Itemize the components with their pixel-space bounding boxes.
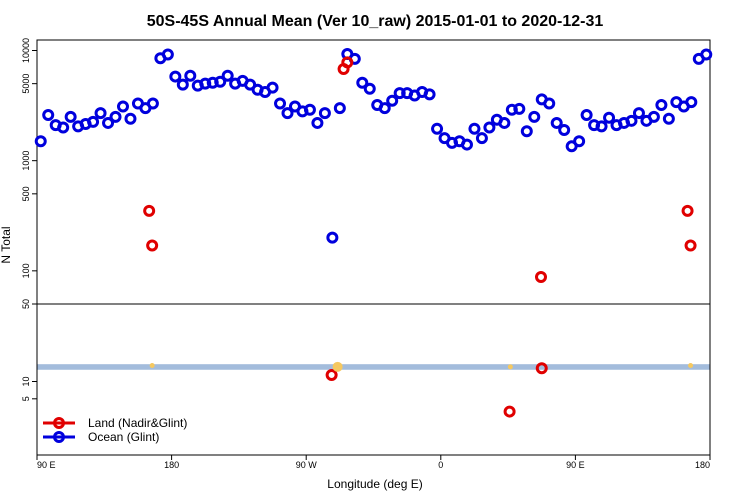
ocean-point: [311, 116, 324, 129]
ocean-point: [483, 121, 496, 134]
ocean-point: [647, 110, 660, 123]
x-axis-title: Longitude (deg E): [327, 477, 422, 491]
legend-label-land: Land (Nadir&Glint): [88, 416, 187, 430]
ocean-point: [558, 123, 571, 136]
y-tick-label: 100: [21, 263, 31, 278]
ocean-point: [460, 138, 473, 151]
marker-point: [332, 361, 343, 372]
legend: Land (Nadir&Glint) Ocean (Glint): [43, 416, 187, 444]
ocean-point: [303, 103, 316, 116]
x-tick-label: 180: [164, 460, 179, 470]
y-tick-label: 1000: [21, 151, 31, 171]
ocean-point: [102, 116, 115, 129]
plot-frame: [36, 39, 711, 456]
ocean-point: [498, 116, 511, 129]
ocean-point: [274, 97, 287, 110]
ocean-point: [34, 135, 47, 148]
y-tick-label: 10: [21, 376, 31, 386]
ocean-point: [64, 110, 77, 123]
y-axis: 10000 5000 1000 500 100 50 10 5: [21, 38, 37, 401]
ocean-point: [42, 108, 55, 121]
y-tick-label: 5: [21, 396, 31, 401]
data-points: [34, 47, 713, 418]
ocean-point: [431, 122, 444, 135]
ocean-point: [363, 82, 376, 95]
x-tick-label: 90 W: [296, 460, 318, 470]
ocean-point: [475, 132, 488, 145]
ocean-point: [573, 135, 586, 148]
ocean-point: [685, 96, 698, 109]
land-point: [341, 56, 354, 69]
land-point: [325, 368, 338, 381]
x-tick-label: 180: [695, 460, 710, 470]
ocean-point: [378, 102, 391, 115]
land-point: [503, 405, 516, 418]
ocean-point: [393, 87, 406, 100]
marker-point: [688, 362, 694, 368]
y-tick-label: 500: [21, 186, 31, 201]
y-tick-label: 10000: [21, 38, 31, 63]
x-axis: 90 E 180 90 W 0 90 E 180: [36, 455, 711, 470]
y-tick-label: 5000: [21, 74, 31, 94]
ocean-point: [116, 100, 129, 113]
ocean-point: [318, 107, 331, 120]
ocean-point: [662, 112, 675, 125]
legend-marker-land: [53, 417, 65, 429]
ocean-point: [356, 76, 369, 89]
land-point: [143, 204, 156, 217]
land-point: [681, 204, 694, 217]
ocean-point: [386, 94, 399, 107]
ocean-point: [169, 70, 182, 83]
x-tick-label: 90 E: [37, 460, 56, 470]
ocean-point: [468, 122, 481, 135]
ocean-point: [161, 48, 174, 61]
legend-marker-ocean: [53, 431, 65, 443]
ocean-point: [214, 75, 227, 88]
y-tick-label: 50: [21, 299, 31, 309]
ocean-point: [109, 110, 122, 123]
land-point: [535, 362, 548, 375]
ocean-point: [625, 114, 638, 127]
land-point: [684, 239, 697, 252]
ocean-point: [655, 99, 668, 112]
ocean-point: [124, 112, 137, 125]
ocean-point: [94, 107, 107, 120]
ocean-point: [333, 102, 346, 115]
ocean-point: [513, 102, 526, 115]
ocean-point: [221, 69, 234, 82]
ocean-point: [543, 97, 556, 110]
ocean-point: [57, 121, 70, 134]
ocean-point: [603, 111, 616, 124]
ocean-point: [281, 107, 294, 120]
glint-band: [37, 364, 710, 370]
marker-point: [507, 364, 513, 370]
ocean-point: [550, 116, 563, 129]
land-point: [146, 239, 159, 252]
y-axis-title: N Total: [0, 226, 13, 263]
marker-point: [149, 362, 155, 368]
ocean-point: [528, 110, 541, 123]
x-tick-label: 0: [438, 460, 443, 470]
ocean-point: [87, 115, 100, 128]
ocean-point: [520, 125, 533, 138]
ocean-point: [632, 107, 645, 120]
ocean-point: [266, 81, 279, 94]
chart-title: 50S-45S Annual Mean (Ver 10_raw) 2015-01…: [147, 13, 604, 30]
plot-border: [36, 39, 711, 456]
ocean-point: [423, 88, 436, 101]
ocean-point: [146, 97, 159, 110]
ocean-point: [184, 69, 197, 82]
ocean-point: [326, 231, 339, 244]
ocean-point: [176, 78, 189, 91]
ocean-point: [700, 48, 713, 61]
ocean-point: [595, 120, 608, 133]
x-tick-label: 90 E: [566, 460, 585, 470]
land-point: [535, 270, 548, 283]
legend-label-ocean: Ocean (Glint): [88, 430, 159, 444]
ocean-point: [580, 108, 593, 121]
